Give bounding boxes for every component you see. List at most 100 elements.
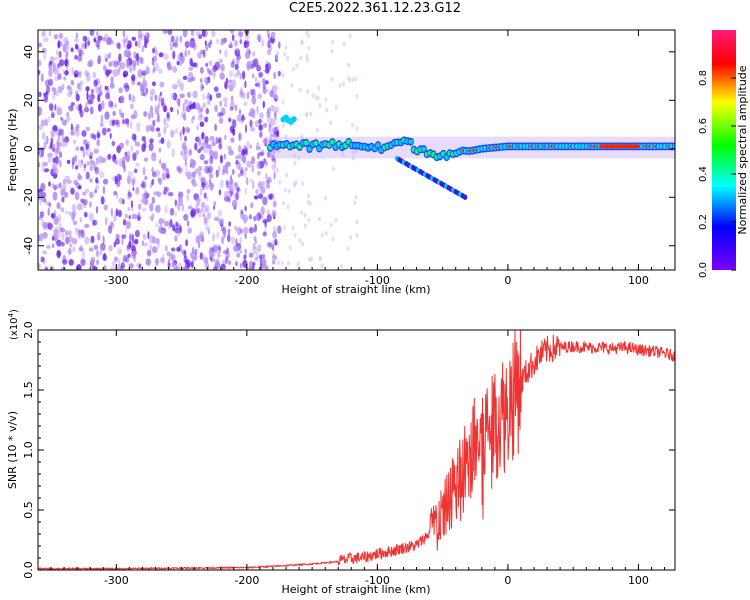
spectrogram-cell — [244, 187, 247, 196]
spectrogram-cell — [109, 119, 113, 127]
spectrogram-cell — [258, 151, 264, 157]
spectrogram-cell — [96, 31, 99, 37]
spectrogram-cell — [152, 119, 156, 127]
spectrogram-cell — [82, 191, 87, 196]
spectrogram-cell — [190, 251, 195, 260]
spectrogram-cell — [163, 220, 170, 227]
colorbar-gradient — [712, 30, 736, 270]
spectrogram-cell — [355, 219, 359, 225]
spectrogram-cell — [80, 258, 86, 266]
spectrogram-cell — [246, 176, 249, 186]
spectrogram-cell — [234, 182, 239, 188]
spectrogram-cell — [264, 68, 270, 74]
spectrogram-cell — [67, 236, 74, 243]
spectrogram-cell — [242, 259, 248, 268]
colorbar-tick-label: 0.4 — [698, 166, 709, 182]
spectrogram-cell — [314, 94, 318, 100]
spectrogram-cell — [230, 95, 234, 103]
spectrogram-cell — [255, 188, 260, 195]
spectrogram-cell — [126, 150, 131, 157]
spectrogram-cell — [188, 149, 193, 156]
spectrogram-cell — [183, 113, 187, 121]
spectrogram-cell — [207, 100, 211, 105]
spectrogram-cell — [174, 128, 179, 135]
spectrogram-cell — [92, 219, 98, 226]
spectrogram-cell — [354, 149, 358, 154]
spectrogram-cell — [217, 209, 223, 217]
spectrogram-cell — [277, 225, 282, 234]
spectrogram-cell — [241, 70, 246, 80]
spectrogram-cell — [63, 37, 69, 44]
spectrogram-cell — [171, 148, 175, 158]
spectrogram-cell — [161, 253, 165, 262]
spectrogram-cell — [38, 162, 41, 168]
spectrogram-cell — [309, 111, 313, 117]
spectrogram-cell — [114, 159, 119, 165]
spectrogram-cell — [320, 263, 324, 269]
spectrogram-cell — [68, 104, 71, 111]
spectrogram-cell — [134, 229, 140, 238]
spectrogram-cell — [257, 171, 261, 176]
spectrogram-cell — [122, 198, 125, 205]
spectrogram-cell — [192, 115, 195, 120]
spectrogram-cell — [273, 131, 278, 138]
spectrogram-cell — [166, 251, 171, 257]
spectrogram-cell — [111, 140, 116, 147]
spectrogram-cell — [166, 173, 170, 179]
spectrogram-cell — [182, 30, 188, 38]
spectrogram-cell — [130, 103, 134, 110]
spectrogram-cell — [179, 93, 185, 99]
spectrogram-cell — [56, 145, 60, 154]
spectrogram-cell — [218, 112, 224, 117]
spectrogram-cell — [136, 81, 142, 86]
spectrogram-cell — [205, 62, 209, 67]
spectrogram-cell — [85, 102, 88, 111]
spectrogram-cell — [122, 219, 127, 226]
spectrogram-cell — [57, 73, 62, 80]
spectrogram-cell — [93, 219, 96, 226]
spectrogram-cell — [144, 40, 148, 49]
spectrogram-cell — [90, 235, 95, 244]
spectrogram-cell — [223, 230, 226, 239]
spectrogram-cell — [320, 232, 324, 238]
spectrogram-cell — [176, 60, 180, 66]
spectrogram-cell — [210, 182, 213, 187]
spectrogram-cell — [38, 263, 41, 269]
spectrogram-cell — [200, 182, 206, 188]
spectrogram-cell — [81, 159, 84, 165]
spectrogram-cell — [251, 164, 255, 173]
spectrogram-cell — [220, 107, 226, 116]
spectrogram-cell — [135, 186, 140, 193]
spectrogram-cell — [248, 227, 255, 234]
spectrogram-cell — [266, 88, 269, 93]
spectrogram-cell — [260, 206, 265, 216]
spectrogram-cell — [89, 151, 94, 156]
branch-cell — [462, 194, 468, 200]
ridge-cell — [375, 142, 381, 148]
spectrogram-cell — [54, 104, 57, 111]
spectrogram-cell — [95, 177, 99, 184]
spectrogram-cell — [331, 166, 335, 172]
spectrogram-cell — [57, 63, 60, 68]
spectrogram-cell — [236, 186, 240, 192]
spectrogram-cell — [194, 142, 198, 151]
spectrogram-cell — [258, 124, 263, 131]
spectrogram-cell — [275, 84, 279, 90]
spectrogram-cell — [118, 158, 123, 168]
spectrogram-cell — [90, 88, 95, 95]
snr-xlabel: Height of straight line (km) — [281, 583, 430, 596]
spectrogram-cell — [73, 139, 76, 145]
spectrogram-cell — [42, 250, 47, 255]
spectrogram-cell — [106, 73, 110, 78]
spectrogram-cell — [120, 112, 125, 119]
spectrogram-cell — [191, 62, 197, 68]
spectrogram-cell — [96, 139, 101, 147]
spectrogram-cell — [129, 65, 133, 73]
spectrogram-cell — [155, 204, 161, 213]
spectrogram-cell — [122, 30, 126, 38]
spectrogram-cell — [152, 69, 155, 74]
spectrogram-cell — [203, 256, 209, 265]
spectrogram-cell — [246, 140, 250, 150]
spectrogram-cell — [234, 40, 238, 47]
spectrogram-cell — [202, 102, 206, 109]
